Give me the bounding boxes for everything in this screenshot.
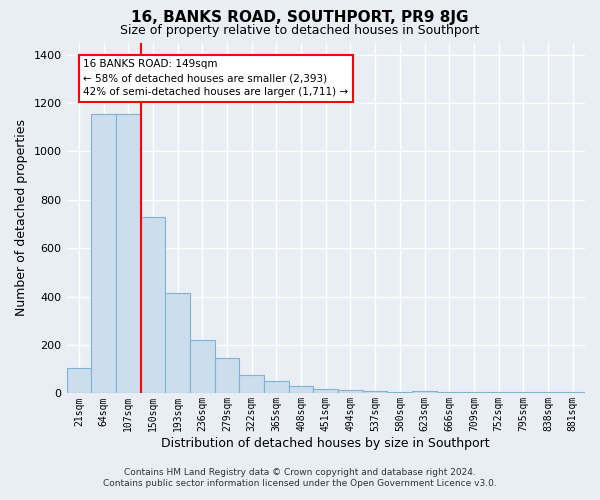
Text: Contains HM Land Registry data © Crown copyright and database right 2024.
Contai: Contains HM Land Registry data © Crown c… <box>103 468 497 487</box>
Bar <box>536 392 560 394</box>
Text: 16, BANKS ROAD, SOUTHPORT, PR9 8JG: 16, BANKS ROAD, SOUTHPORT, PR9 8JG <box>131 10 469 25</box>
Y-axis label: Number of detached properties: Number of detached properties <box>15 120 28 316</box>
X-axis label: Distribution of detached houses by size in Southport: Distribution of detached houses by size … <box>161 437 490 450</box>
Bar <box>560 392 585 394</box>
Bar <box>388 392 412 394</box>
Bar <box>165 293 190 394</box>
Bar <box>313 388 338 394</box>
Bar <box>511 392 536 394</box>
Bar <box>486 392 511 394</box>
Bar <box>91 114 116 394</box>
Bar <box>437 392 461 394</box>
Bar <box>190 340 215 394</box>
Bar <box>412 391 437 394</box>
Bar <box>67 368 91 394</box>
Bar <box>215 358 239 394</box>
Bar <box>239 376 264 394</box>
Bar <box>363 391 388 394</box>
Bar <box>140 216 165 394</box>
Text: Size of property relative to detached houses in Southport: Size of property relative to detached ho… <box>121 24 479 37</box>
Bar <box>264 382 289 394</box>
Bar <box>338 390 363 394</box>
Bar <box>116 114 140 394</box>
Bar <box>289 386 313 394</box>
Text: 16 BANKS ROAD: 149sqm
← 58% of detached houses are smaller (2,393)
42% of semi-d: 16 BANKS ROAD: 149sqm ← 58% of detached … <box>83 60 349 98</box>
Bar <box>461 392 486 394</box>
